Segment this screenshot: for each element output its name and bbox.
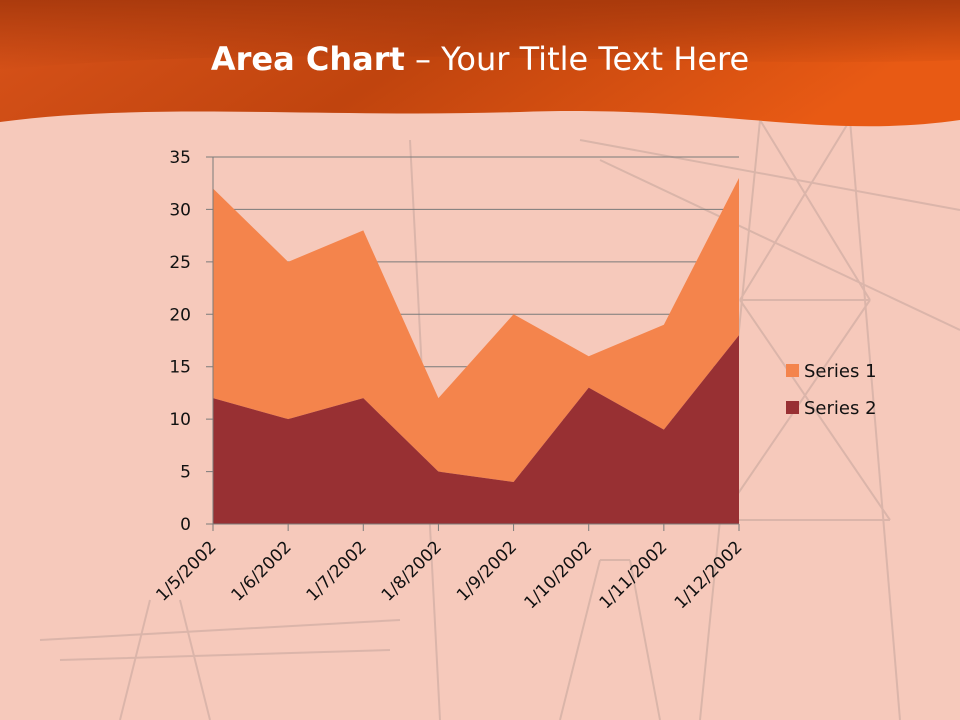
- legend-swatch-series-2: [786, 401, 799, 414]
- slide-title: Area Chart – Your Title Text Here: [0, 40, 960, 78]
- title-bold: Area Chart: [210, 40, 405, 78]
- y-tick-label: 10: [169, 410, 191, 430]
- x-tick-label: 1/9/2002: [453, 537, 521, 605]
- legend: Series 1 Series 2: [786, 361, 877, 419]
- y-tick-labels: 0 5 10 15 20 25 30 35: [169, 148, 191, 535]
- title-rest: – Your Title Text Here: [404, 40, 750, 78]
- y-tick-label: 20: [169, 305, 191, 325]
- series-1-area: [213, 177, 739, 483]
- series-2-area: [213, 335, 739, 524]
- x-tick-label: 1/12/2002: [671, 537, 747, 613]
- x-tick-label: 1/8/2002: [378, 537, 446, 605]
- x-tick-label: 1/5/2002: [152, 537, 220, 605]
- x-tick-label: 1/10/2002: [520, 537, 596, 613]
- y-tick-label: 5: [180, 463, 191, 483]
- y-tick-label: 25: [169, 253, 191, 273]
- legend-swatch-series-1: [786, 364, 799, 377]
- x-tick-label: 1/11/2002: [596, 537, 672, 613]
- axes: [212, 157, 740, 531]
- y-tick-label: 15: [169, 358, 191, 378]
- x-tick-label: 1/6/2002: [228, 537, 296, 605]
- y-tick-label: 35: [169, 148, 191, 168]
- x-tick-labels: 1/5/2002 1/6/2002 1/7/2002 1/8/2002 1/9/2002…: [152, 537, 746, 613]
- y-tick-label: 0: [180, 515, 191, 535]
- y-tick-label: 30: [169, 200, 191, 220]
- legend-label-series-1: Series 1: [804, 361, 877, 382]
- series-areas: [213, 177, 739, 524]
- legend-label-series-2: Series 2: [804, 398, 877, 419]
- x-tick-label: 1/7/2002: [303, 537, 371, 605]
